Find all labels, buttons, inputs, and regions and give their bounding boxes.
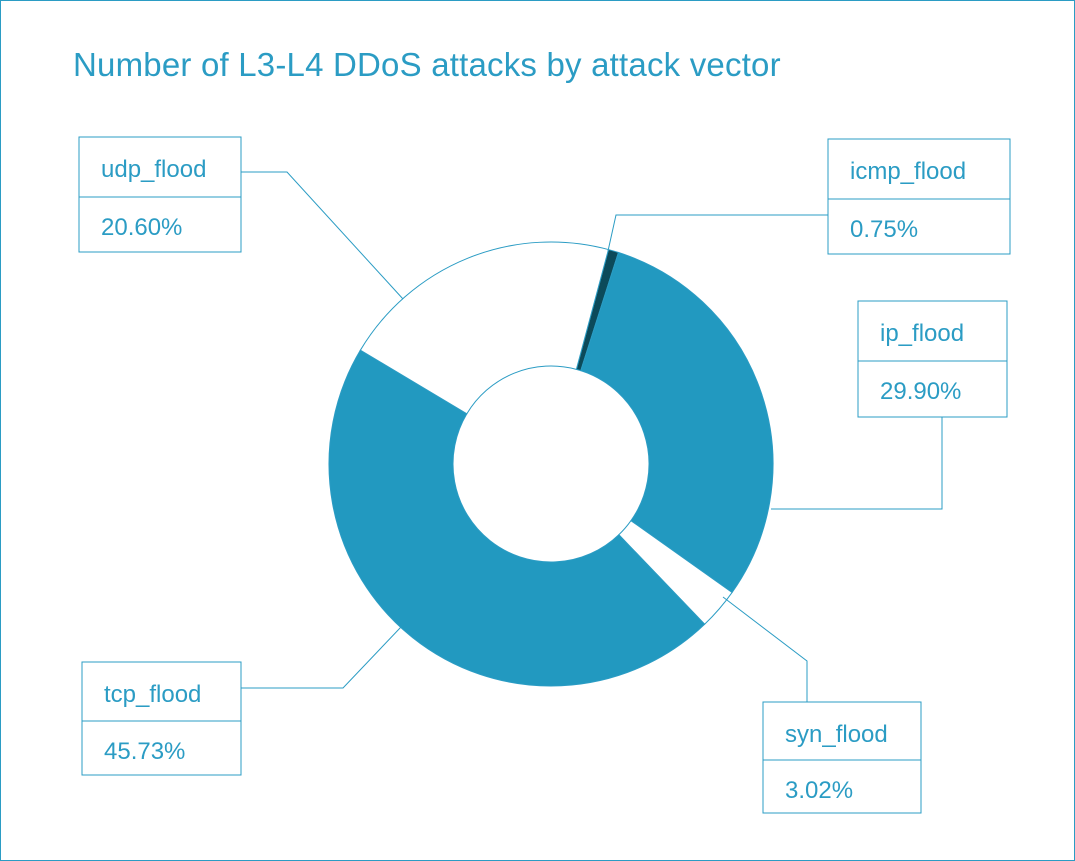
label-ip-flood: ip_flood	[880, 320, 964, 347]
callout-ip-flood: ip_flood 29.90%	[771, 300, 1008, 510]
value-label-udp-flood: 20.60%	[101, 214, 182, 241]
leader-line-icmp-flood	[607, 214, 828, 252]
leader-line-tcp-flood	[241, 626, 402, 689]
slice-udp-flood	[359, 241, 610, 415]
value-label-tcp-flood: 45.73%	[104, 738, 185, 765]
callout-box-ip-flood	[857, 300, 1008, 418]
slice-ip-flood	[580, 251, 774, 594]
leader-line-syn-flood	[722, 596, 808, 702]
callout-box-syn-flood	[762, 701, 922, 814]
callout-icmp-flood: icmp_flood 0.75%	[607, 138, 1011, 255]
label-udp-flood: udp_flood	[101, 156, 206, 183]
callout-box-udp-flood	[78, 136, 242, 253]
callouts-layer: icmp_flood 0.75% ip_flood 29.90% syn_flood 3.…	[78, 136, 1011, 814]
value-label-syn-flood: 3.02%	[785, 777, 853, 804]
slice-tcp-flood	[328, 349, 706, 687]
label-syn-flood: syn_flood	[785, 721, 888, 748]
label-tcp-flood: tcp_flood	[104, 681, 201, 708]
value-label-icmp-flood: 0.75%	[850, 216, 918, 243]
callout-box-tcp-flood	[81, 661, 242, 776]
slices-layer	[328, 241, 774, 687]
label-icmp-flood: icmp_flood	[850, 158, 966, 185]
callout-tcp-flood: tcp_flood 45.73%	[81, 626, 402, 776]
value-label-ip-flood: 29.90%	[880, 378, 961, 405]
callout-box-icmp-flood	[827, 138, 1011, 255]
callout-udp-flood: udp_flood 20.60%	[78, 136, 404, 300]
chart-title: Number of L3-L4 DDoS attacks by attack v…	[73, 46, 781, 83]
leader-line-udp-flood	[241, 171, 404, 300]
callout-syn-flood: syn_flood 3.02%	[722, 596, 922, 814]
leader-line-ip-flood	[771, 417, 943, 510]
